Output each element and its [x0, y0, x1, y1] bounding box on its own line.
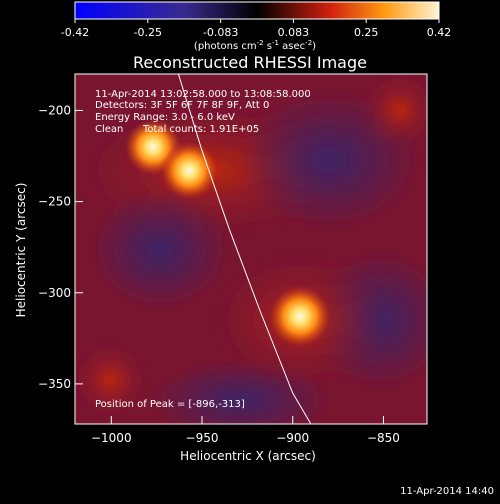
flare-source-peak	[269, 286, 331, 347]
solar-limb-line	[177, 74, 312, 424]
y-axis-ticks: −200 −250 −300 −350	[38, 103, 83, 391]
x-axis-label: Heliocentric X (arcsec)	[180, 449, 316, 463]
colorbar-units: (photons cm-2 s-1 asec-2)	[194, 39, 316, 52]
y-tick-label: −300	[38, 286, 71, 300]
annotation-peak: Position of Peak = [-896,-313]	[95, 399, 245, 410]
annotation-detectors: Detectors: 3F 5F 6F 7F 8F 9F, Att 0	[95, 100, 269, 111]
y-tick-label: −350	[38, 377, 71, 391]
colorbar-tick-label: -0.42	[61, 26, 89, 39]
footer-timestamp: 11-Apr-2014 14:40	[400, 486, 494, 497]
colorbar: -0.42 -0.25 -0.083 0.083 0.25 0.42 (photons c…	[61, 1, 451, 52]
colorbar-tick-label: 0.25	[354, 26, 379, 39]
annotation-counts: Total counts: 1.91E+05	[142, 124, 259, 135]
y-axis-label: Heliocentric Y (arcsec)	[14, 183, 28, 318]
x-tick-label: −850	[367, 431, 400, 445]
colorbar-gradient	[74, 1, 440, 20]
colorbar-tick-label: 0.083	[278, 26, 310, 39]
chart-title: Reconstructed RHESSI Image	[133, 53, 367, 72]
annotation-time: 11-Apr-2014 13:02:58.000 to 13:08:58.000	[95, 89, 311, 100]
x-tick-label: −900	[276, 431, 309, 445]
plot-frame	[74, 73, 428, 425]
y-tick-label: −200	[38, 103, 71, 117]
heatmap-image	[75, 74, 427, 424]
x-tick-label: −950	[186, 431, 219, 445]
annotation-energy: Energy Range: 3.0 - 6.0 keV	[95, 112, 235, 123]
plot-annotations: 11-Apr-2014 13:02:58.000 to 13:08:58.000…	[95, 89, 311, 410]
x-tick-label: −1000	[91, 431, 132, 445]
colorbar-tick-label: -0.083	[203, 26, 238, 39]
x-axis-ticks: −1000 −950 −900 −850	[91, 416, 400, 445]
y-tick-label: −250	[38, 195, 71, 209]
annotation-clean: Clean	[95, 124, 123, 135]
colorbar-ticks: -0.42 -0.25 -0.083 0.083 0.25 0.42	[61, 19, 451, 39]
colorbar-tick-label: 0.42	[427, 26, 452, 39]
colorbar-tick-label: -0.25	[134, 26, 162, 39]
